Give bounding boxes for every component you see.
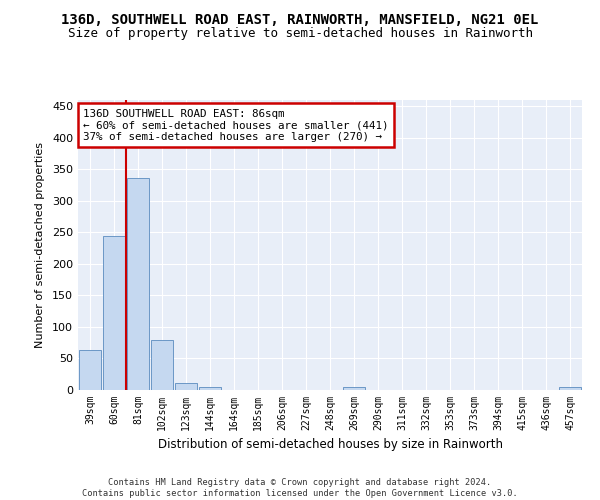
Y-axis label: Number of semi-detached properties: Number of semi-detached properties [35, 142, 45, 348]
Bar [103, 236, 125, 390]
Text: 136D SOUTHWELL ROAD EAST: 86sqm
← 60% of semi-detached houses are smaller (441)
: 136D SOUTHWELL ROAD EAST: 86sqm ← 60% of… [83, 108, 389, 142]
X-axis label: Distribution of semi-detached houses by size in Rainworth: Distribution of semi-detached houses by … [157, 438, 503, 452]
Text: Contains HM Land Registry data © Crown copyright and database right 2024.
Contai: Contains HM Land Registry data © Crown c… [82, 478, 518, 498]
Bar [175, 383, 197, 390]
Bar [79, 350, 101, 390]
Text: Size of property relative to semi-detached houses in Rainworth: Size of property relative to semi-detach… [67, 28, 533, 40]
Bar [343, 387, 365, 390]
Bar [151, 340, 173, 390]
Bar [559, 388, 581, 390]
Bar [127, 178, 149, 390]
Bar [199, 387, 221, 390]
Text: 136D, SOUTHWELL ROAD EAST, RAINWORTH, MANSFIELD, NG21 0EL: 136D, SOUTHWELL ROAD EAST, RAINWORTH, MA… [61, 12, 539, 26]
